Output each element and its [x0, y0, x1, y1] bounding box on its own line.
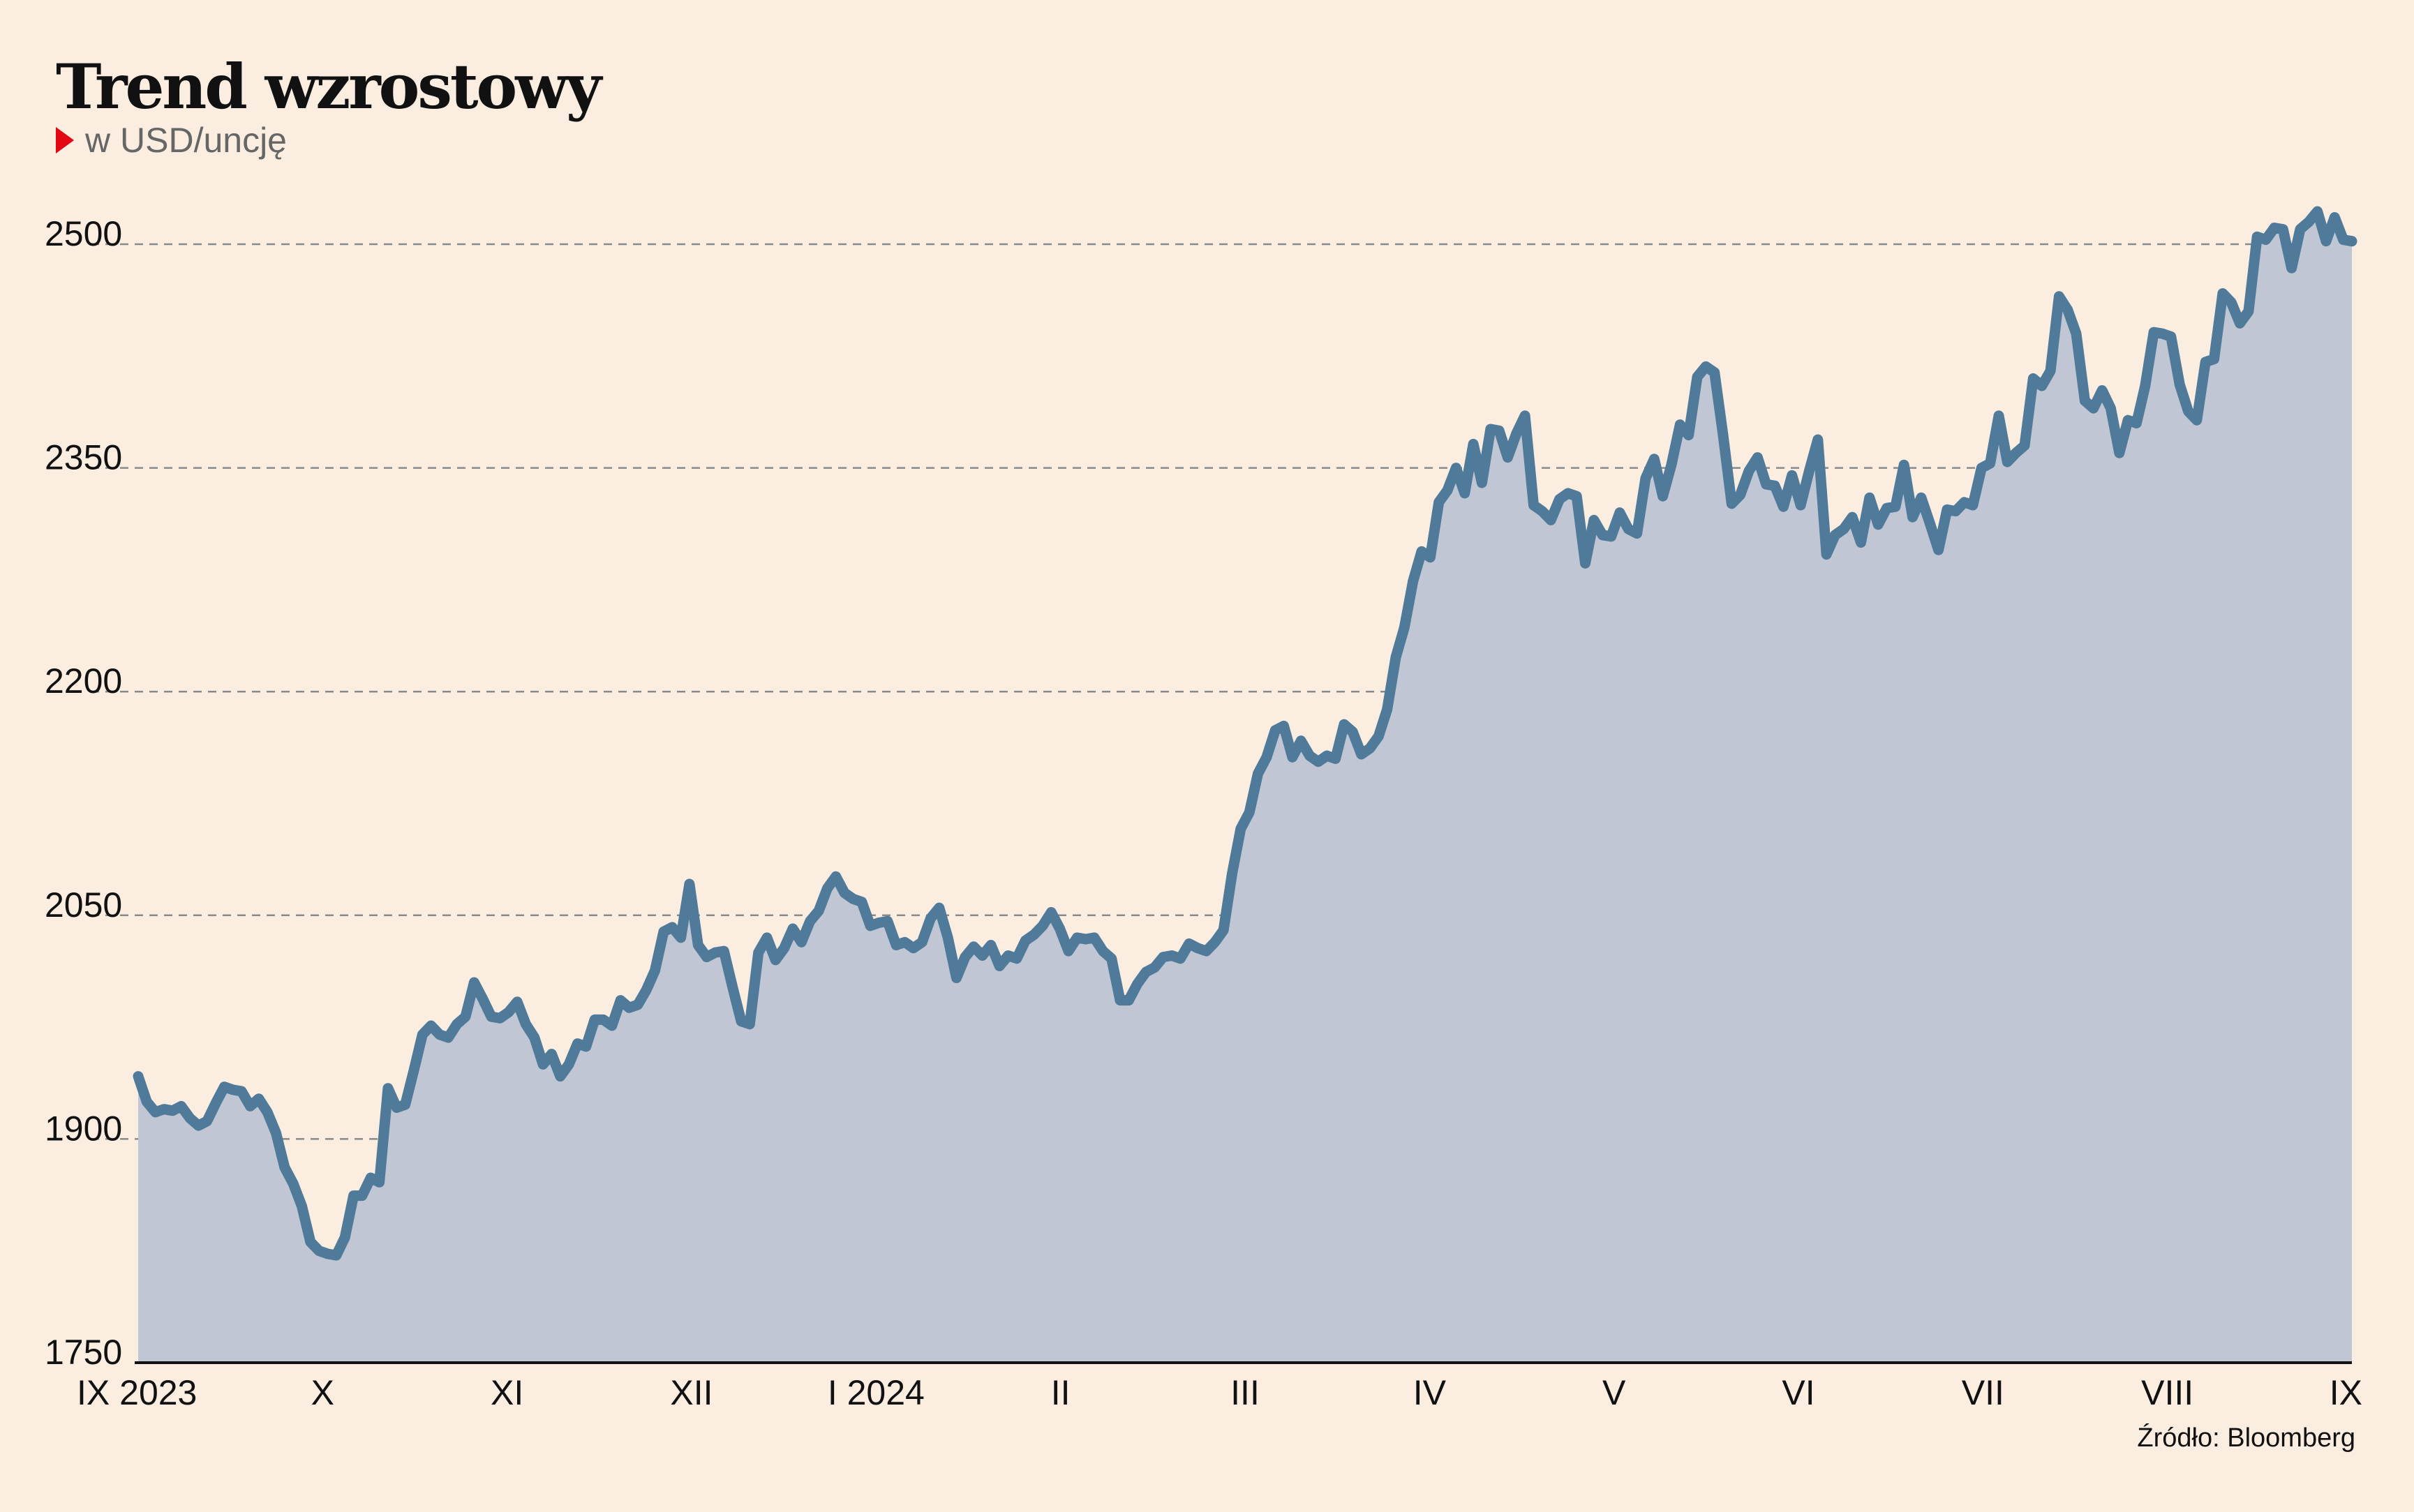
price-line — [133, 206, 2357, 1261]
chart-title: Trend wzrostowy — [56, 50, 602, 123]
price-area — [138, 211, 2352, 1363]
x-tick-label: II — [1051, 1373, 1071, 1412]
chart-subtitle: w USD/uncję — [56, 120, 287, 160]
source-note: Źródło: Bloomberg — [2137, 1423, 2355, 1453]
x-tick-label: V — [1602, 1373, 1626, 1412]
x-tick-label: VII — [1962, 1373, 2004, 1412]
y-axis-ticks: 1750 1900 2050 2200 2350 2500 — [45, 214, 122, 1372]
x-tick-label: VIII — [2141, 1373, 2193, 1412]
x-tick-label: IX 2023 — [77, 1373, 197, 1412]
x-tick-label: XI — [491, 1373, 523, 1412]
x-tick-label: I 2024 — [828, 1373, 925, 1412]
x-tick-label: IX — [2330, 1373, 2362, 1412]
unit-label: w USD/uncję — [85, 121, 287, 160]
y-tick-label: 2200 — [45, 661, 122, 701]
x-tick-label: IV — [1413, 1373, 1447, 1412]
x-tick-label: XII — [670, 1373, 713, 1412]
y-tick-label: 1900 — [45, 1109, 122, 1148]
x-tick-label: X — [311, 1373, 334, 1412]
triangle-marker-icon — [56, 127, 74, 154]
x-axis-ticks: IX 2023 X XI XII I 2024 II III IV V VI VII VIII IX — [77, 1373, 2362, 1412]
y-tick-label: 1750 — [45, 1333, 122, 1372]
x-tick-label: III — [1230, 1373, 1260, 1412]
y-tick-label: 2500 — [45, 214, 122, 253]
y-tick-label: 2350 — [45, 438, 122, 477]
y-tick-label: 2050 — [45, 885, 122, 925]
x-tick-label: VI — [1782, 1373, 1815, 1412]
